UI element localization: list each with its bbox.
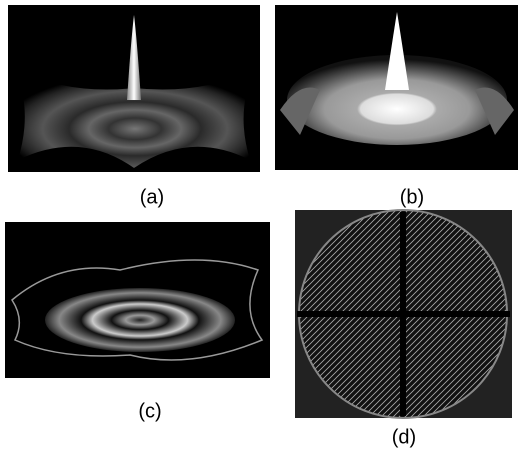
panel-d	[295, 209, 512, 419]
panel-label: (b)	[400, 186, 424, 208]
panel-c	[5, 222, 270, 378]
panel-a	[8, 5, 260, 172]
panel-label: (a)	[140, 186, 164, 208]
panel-label: (c)	[138, 400, 161, 422]
panel-b	[275, 5, 518, 170]
panel-label: (d)	[392, 426, 416, 448]
